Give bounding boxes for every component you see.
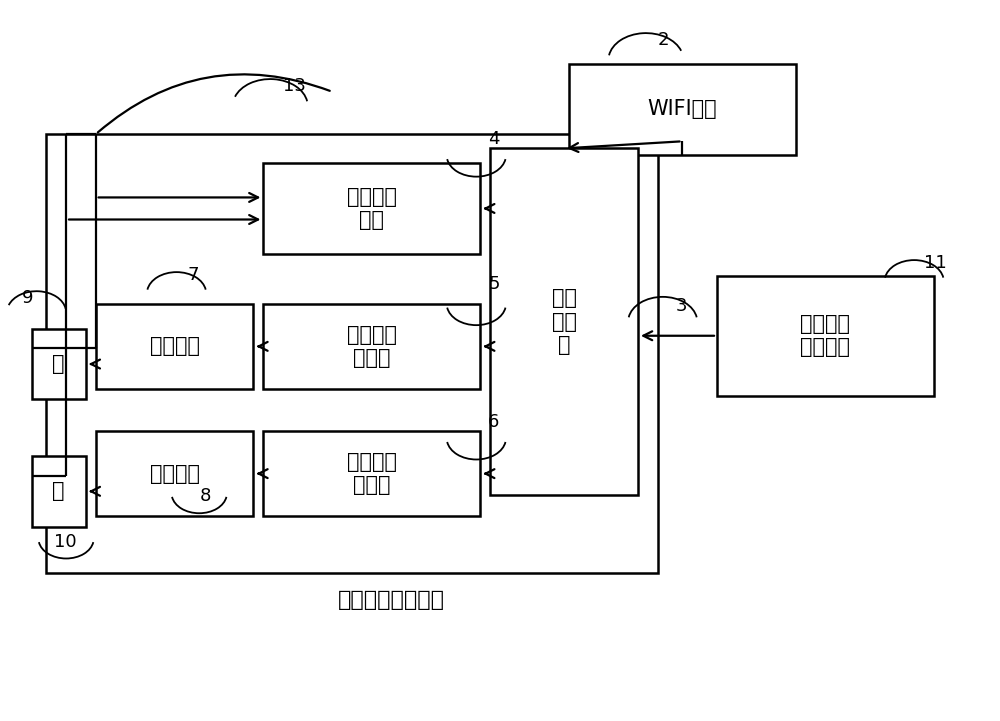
Text: 锁控电机: 锁控电机 — [150, 464, 200, 484]
Bar — [96, 431, 253, 516]
Text: 室内手动
控制模块: 室内手动 控制模块 — [800, 314, 850, 358]
Bar — [569, 63, 796, 156]
Text: 9: 9 — [22, 289, 33, 307]
Text: 锁: 锁 — [52, 482, 65, 501]
Text: 5: 5 — [488, 275, 500, 293]
Bar — [717, 275, 934, 396]
Text: 2: 2 — [658, 32, 669, 49]
Text: 7: 7 — [187, 266, 199, 284]
Text: 状态采集
模块: 状态采集 模块 — [347, 187, 397, 230]
Text: 10: 10 — [54, 534, 77, 552]
Text: 13: 13 — [283, 77, 306, 95]
Text: 门控电机: 门控电机 — [150, 337, 200, 356]
Bar — [263, 162, 480, 255]
Text: 11: 11 — [924, 254, 947, 272]
Bar — [263, 304, 480, 389]
Text: 8: 8 — [200, 487, 212, 505]
Text: 门锁电机控制模块: 门锁电机控制模块 — [338, 590, 445, 610]
Text: 门: 门 — [52, 354, 65, 374]
Text: WIFI模块: WIFI模块 — [648, 99, 717, 120]
Bar — [32, 456, 86, 526]
Bar — [96, 304, 253, 389]
Text: 6: 6 — [488, 413, 500, 431]
Bar — [490, 149, 638, 495]
Text: 处理
器模
块: 处理 器模 块 — [552, 288, 577, 355]
Bar — [263, 431, 480, 516]
Text: 3: 3 — [676, 296, 687, 314]
Bar — [46, 134, 658, 572]
Text: 4: 4 — [488, 131, 500, 149]
Text: 门控驱动
控制器: 门控驱动 控制器 — [347, 324, 397, 368]
Bar — [32, 329, 86, 399]
Text: 锁控驱动
控制器: 锁控驱动 控制器 — [347, 452, 397, 495]
